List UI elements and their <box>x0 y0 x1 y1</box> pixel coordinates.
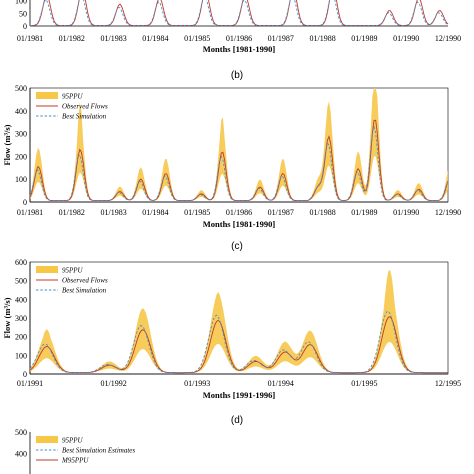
x-tick-label-1: 01/1986 <box>226 208 252 217</box>
series-line-series-0-0 <box>30 0 449 26</box>
y-tick-label-2: 0 <box>23 370 27 379</box>
legend-entry-2-3: M95PPU <box>61 457 89 465</box>
y-axis-title-1: Flow (m³/s) <box>2 124 12 165</box>
x-tick-label-0: 01/1986 <box>226 34 252 43</box>
legend-swatch-95ppu-2 <box>36 266 58 273</box>
x-tick-label-2: 01/1993 <box>184 379 210 388</box>
x-tick-label-0: 01/1987 <box>268 34 294 43</box>
x-tick-label-1: 01/1985 <box>184 208 210 217</box>
panel-label-3: (d) <box>231 415 243 426</box>
uncertainty-band-95ppu-2 <box>30 270 448 373</box>
x-tick-label-1: 01/1987 <box>268 208 294 217</box>
series-line-observed-flows-2 <box>29 316 448 374</box>
plot-frame-1 <box>29 87 449 203</box>
y-tick-label-1: 200 <box>15 152 27 161</box>
x-tick-label-2: 01/1991 <box>17 379 43 388</box>
y-tick-label-2: 500 <box>15 277 27 286</box>
legend-entry-0-1: 95PPU <box>62 93 84 101</box>
x-tick-label-0: 01/1990 <box>393 34 419 43</box>
x-tick-label-2: 01/1992 <box>100 379 126 388</box>
y-tick-label-3: 400 <box>15 450 27 459</box>
x-tick-label-0: 01/1983 <box>100 34 126 43</box>
legend-entry-0-2: 95PPU <box>62 267 84 275</box>
series-line-best-simulation-1 <box>29 125 449 202</box>
x-tick-label-1: 01/1990 <box>393 208 419 217</box>
series-line-best-simulation-2 <box>29 310 448 374</box>
x-tick-label-1: 01/1984 <box>142 208 168 217</box>
legend-entry-1-2: Observed Flows <box>62 277 108 285</box>
x-axis-title-2: Months [1991-1996] <box>203 390 276 400</box>
y-tick-label-2: 400 <box>15 295 27 304</box>
legend-entry-1-3: Best Simulation Estimates <box>62 447 135 455</box>
x-tick-label-1: 01/1982 <box>59 208 85 217</box>
x-axis-title-0: Months [1981-1990] <box>203 44 276 54</box>
panel-label-2: (c) <box>231 241 243 252</box>
panel-label-1: (b) <box>231 70 243 81</box>
y-tick-label-1: 0 <box>23 198 27 207</box>
y-tick-label-2: 100 <box>15 351 27 360</box>
x-tick-label-2: 12/1995 <box>435 379 461 388</box>
x-tick-label-0: 01/1984 <box>142 34 168 43</box>
y-tick-label-0: 100 <box>15 0 27 6</box>
y-tick-label-1: 100 <box>15 175 27 184</box>
y-tick-label-2: 200 <box>15 333 27 342</box>
y-tick-label-2: 600 <box>15 258 27 267</box>
legend-swatch-95ppu-3 <box>36 436 58 443</box>
legend-entry-0-3: 95PPU <box>62 437 84 445</box>
series-line-series-1-0 <box>30 0 449 26</box>
x-tick-label-1: 01/1981 <box>17 208 43 217</box>
x-tick-label-0: 01/1985 <box>184 34 210 43</box>
x-tick-label-0: 01/1989 <box>351 34 377 43</box>
x-tick-label-0: 01/1982 <box>59 34 85 43</box>
y-tick-label-1: 300 <box>15 130 27 139</box>
x-axis-title-1: Months [1981-1990] <box>203 219 276 229</box>
y-tick-label-1: 500 <box>15 84 27 93</box>
legend-entry-2-1: Best Simulation <box>62 113 107 121</box>
x-tick-label-1: 01/1983 <box>100 208 126 217</box>
x-tick-label-0: 01/1988 <box>309 34 335 43</box>
series-line-observed-flows-1 <box>29 119 449 202</box>
y-tick-label-3: 500 <box>15 428 27 437</box>
plot-frame-2 <box>29 261 449 375</box>
x-tick-label-1: 01/1989 <box>351 208 377 217</box>
y-tick-label-1: 400 <box>15 107 27 116</box>
y-axis-title-2: Flow (m³/s) <box>2 297 12 338</box>
x-tick-label-2: 01/1994 <box>268 379 294 388</box>
x-tick-label-2: 01/1995 <box>351 379 377 388</box>
legend-entry-1-1: Observed Flows <box>62 103 108 111</box>
y-tick-label-0: 50 <box>19 9 27 18</box>
legend-swatch-95ppu-1 <box>36 92 58 99</box>
x-tick-label-0: 12/1990 <box>435 34 461 43</box>
x-tick-label-1: 12/1990 <box>435 208 461 217</box>
x-tick-label-0: 01/1981 <box>17 34 43 43</box>
y-tick-label-0: 0 <box>23 22 27 31</box>
x-tick-label-1: 01/1988 <box>309 208 335 217</box>
y-tick-label-2: 300 <box>15 314 27 323</box>
legend-entry-2-2: Best Simulation <box>62 287 107 295</box>
